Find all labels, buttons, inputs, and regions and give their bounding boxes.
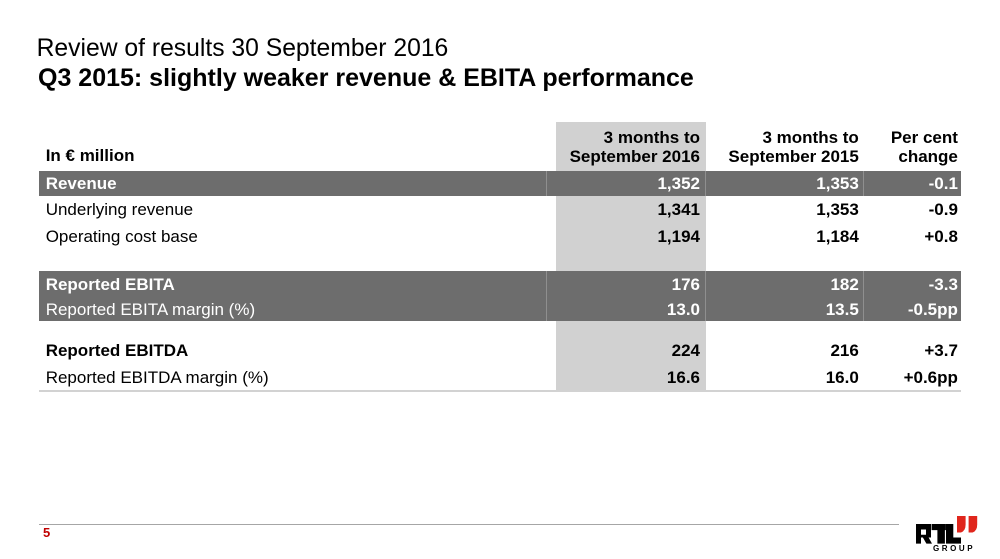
svg-text:GROUP: GROUP bbox=[933, 544, 975, 553]
